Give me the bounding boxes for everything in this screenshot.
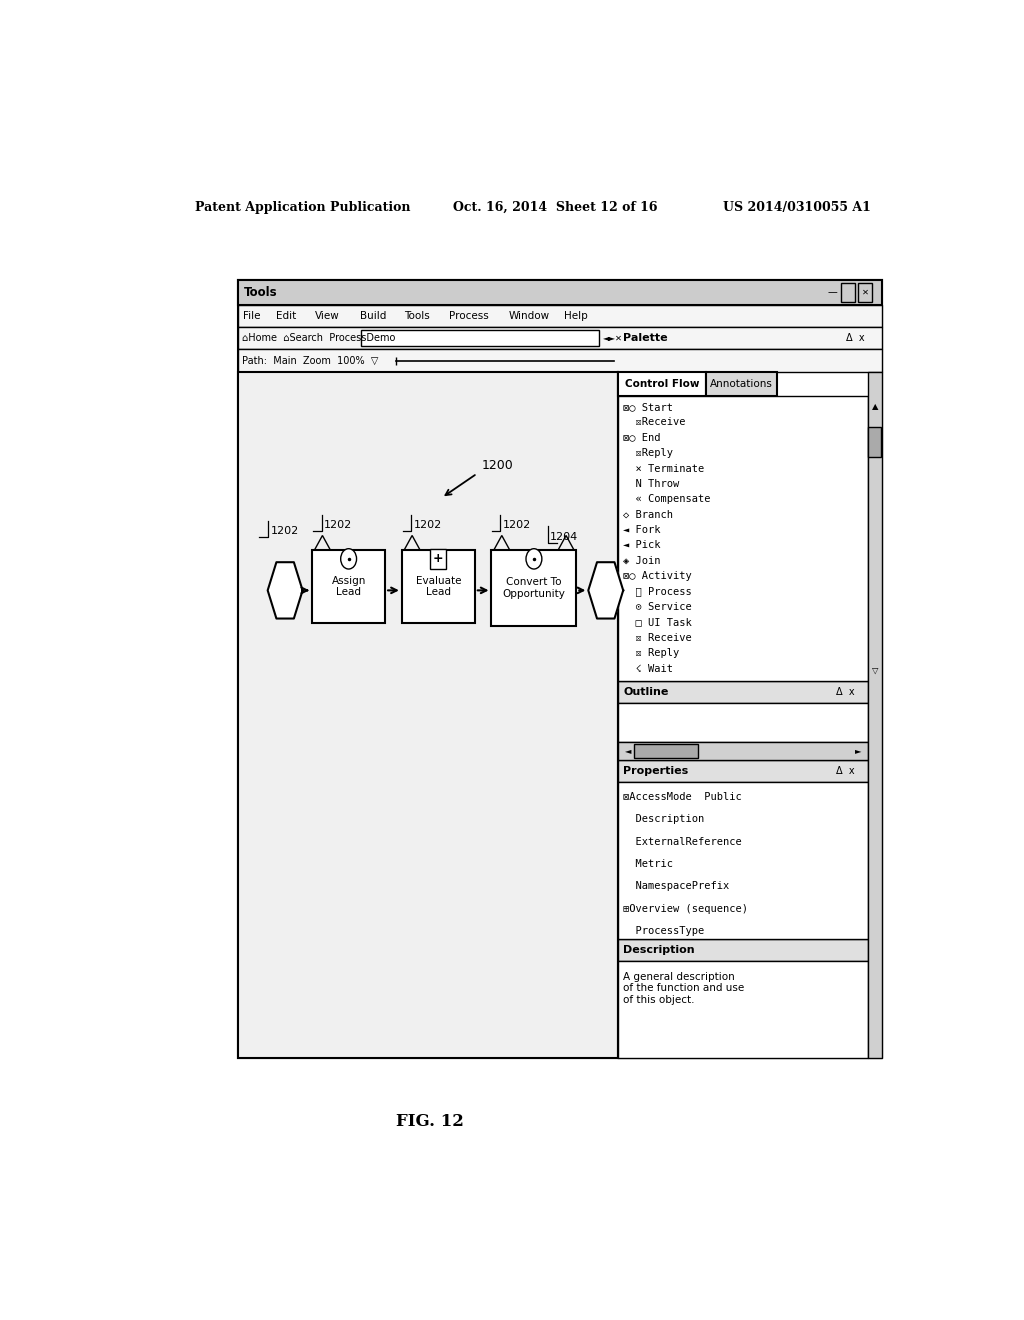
Text: Convert To
Opportunity: Convert To Opportunity xyxy=(503,577,565,599)
Text: 1204: 1204 xyxy=(550,532,579,541)
Text: A general description
of the function and use
of this object.: A general description of the function an… xyxy=(624,972,744,1005)
Text: ⊞Overview (sequence): ⊞Overview (sequence) xyxy=(624,904,749,913)
FancyBboxPatch shape xyxy=(618,372,706,396)
FancyBboxPatch shape xyxy=(618,783,867,939)
Text: ExternalReference: ExternalReference xyxy=(624,837,742,846)
Text: 1202: 1202 xyxy=(503,520,530,531)
Text: Metric: Metric xyxy=(624,859,673,869)
FancyBboxPatch shape xyxy=(706,372,777,396)
Circle shape xyxy=(526,549,542,569)
Text: Path:  Main  Zoom  100%  ▽: Path: Main Zoom 100% ▽ xyxy=(243,355,379,366)
FancyBboxPatch shape xyxy=(858,284,872,302)
Text: —: — xyxy=(827,288,838,297)
FancyBboxPatch shape xyxy=(401,549,475,623)
Text: Δ  x: Δ x xyxy=(846,334,865,343)
FancyBboxPatch shape xyxy=(634,744,697,758)
Polygon shape xyxy=(267,562,303,619)
Text: Δ  x: Δ x xyxy=(836,686,854,697)
Text: ⊠○ Start: ⊠○ Start xyxy=(624,403,673,412)
Text: US 2014/0310055 A1: US 2014/0310055 A1 xyxy=(723,201,871,214)
FancyBboxPatch shape xyxy=(238,280,882,1057)
Text: ⊙ Service: ⊙ Service xyxy=(624,602,692,612)
Text: Annotations: Annotations xyxy=(710,379,773,389)
FancyBboxPatch shape xyxy=(430,549,446,569)
Text: ◈ Join: ◈ Join xyxy=(624,556,660,566)
FancyBboxPatch shape xyxy=(238,280,882,305)
Text: File: File xyxy=(243,312,260,321)
Text: ☇ Wait: ☇ Wait xyxy=(624,664,673,673)
Text: Tools: Tools xyxy=(404,312,430,321)
Text: × Terminate: × Terminate xyxy=(624,463,705,474)
Text: ☒Reply: ☒Reply xyxy=(624,449,673,458)
Text: ◄►✕: ◄►✕ xyxy=(602,334,623,343)
Text: Window: Window xyxy=(509,312,550,321)
FancyBboxPatch shape xyxy=(618,760,867,783)
Text: Properties: Properties xyxy=(624,767,688,776)
Text: ⤷ Process: ⤷ Process xyxy=(624,586,692,597)
FancyBboxPatch shape xyxy=(238,327,882,350)
FancyBboxPatch shape xyxy=(618,939,867,961)
Text: ⊠○ End: ⊠○ End xyxy=(624,433,660,442)
Text: ►: ► xyxy=(855,747,861,755)
Text: Δ  x: Δ x xyxy=(836,767,854,776)
FancyBboxPatch shape xyxy=(618,742,867,760)
FancyBboxPatch shape xyxy=(618,961,867,1057)
FancyBboxPatch shape xyxy=(841,284,855,302)
Text: FIG. 12: FIG. 12 xyxy=(395,1114,464,1130)
Text: ◇ Branch: ◇ Branch xyxy=(624,510,673,520)
Text: ProcessType: ProcessType xyxy=(624,927,705,936)
Text: N Throw: N Throw xyxy=(624,479,680,488)
Circle shape xyxy=(341,549,356,569)
Text: ▲: ▲ xyxy=(871,401,878,411)
Text: ◄ Fork: ◄ Fork xyxy=(624,525,660,535)
Text: 1202: 1202 xyxy=(324,520,352,531)
FancyBboxPatch shape xyxy=(618,704,867,742)
Text: NamespacePrefix: NamespacePrefix xyxy=(624,882,729,891)
Text: ◄: ◄ xyxy=(625,747,631,755)
FancyBboxPatch shape xyxy=(492,549,577,626)
Text: 1202: 1202 xyxy=(414,520,442,531)
Text: « Compensate: « Compensate xyxy=(624,494,711,504)
FancyBboxPatch shape xyxy=(868,426,881,457)
Text: Control Flow: Control Flow xyxy=(625,379,699,389)
Text: Outline: Outline xyxy=(624,686,669,697)
Text: ☒Receive: ☒Receive xyxy=(624,417,686,428)
Text: Process: Process xyxy=(450,312,489,321)
Text: Palette: Palette xyxy=(624,334,668,343)
Text: ⊠AccessMode  Public: ⊠AccessMode Public xyxy=(624,792,742,803)
Text: 1202: 1202 xyxy=(270,527,299,536)
Text: +: + xyxy=(433,552,443,565)
FancyBboxPatch shape xyxy=(238,372,618,1057)
FancyBboxPatch shape xyxy=(360,330,599,346)
FancyBboxPatch shape xyxy=(238,350,882,372)
FancyBboxPatch shape xyxy=(238,305,882,327)
Text: Tools: Tools xyxy=(244,286,278,300)
FancyBboxPatch shape xyxy=(618,396,867,681)
Text: Description: Description xyxy=(624,945,695,956)
Text: Oct. 16, 2014  Sheet 12 of 16: Oct. 16, 2014 Sheet 12 of 16 xyxy=(454,201,657,214)
Text: View: View xyxy=(314,312,339,321)
Text: ☒ Reply: ☒ Reply xyxy=(624,648,680,659)
Polygon shape xyxy=(588,562,624,619)
FancyBboxPatch shape xyxy=(867,372,882,1057)
Text: 1200: 1200 xyxy=(482,459,514,473)
Text: ⊠○ Activity: ⊠○ Activity xyxy=(624,572,692,581)
Text: □ UI Task: □ UI Task xyxy=(624,618,692,627)
Text: Help: Help xyxy=(564,312,588,321)
Text: ✕: ✕ xyxy=(862,288,868,297)
Text: Build: Build xyxy=(359,312,386,321)
Text: Assign
Lead: Assign Lead xyxy=(332,576,366,597)
Text: ☒ Receive: ☒ Receive xyxy=(624,632,692,643)
FancyBboxPatch shape xyxy=(312,549,385,623)
Text: ◄ Pick: ◄ Pick xyxy=(624,540,660,550)
Text: Edit: Edit xyxy=(276,312,297,321)
Text: Evaluate
Lead: Evaluate Lead xyxy=(416,576,461,597)
Text: Patent Application Publication: Patent Application Publication xyxy=(196,201,411,214)
Text: ⌂Home  ⌂Search  ProcessDemo: ⌂Home ⌂Search ProcessDemo xyxy=(243,334,395,343)
Text: ▽: ▽ xyxy=(871,667,878,675)
FancyBboxPatch shape xyxy=(618,681,867,704)
Text: Description: Description xyxy=(624,814,705,825)
